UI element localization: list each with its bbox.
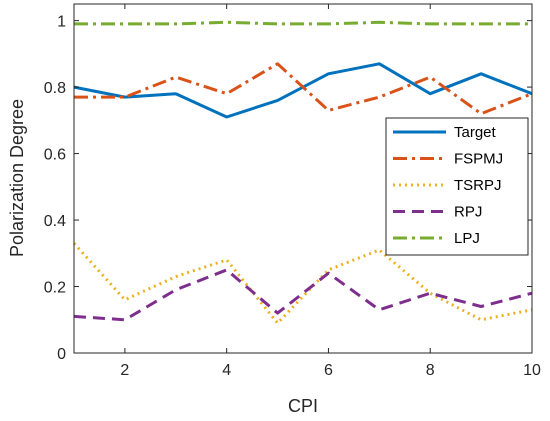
series-line-rpj xyxy=(73,268,533,322)
x-tick-label: 6 xyxy=(324,362,333,379)
y-axis-title: Polarization Degree xyxy=(7,99,27,257)
x-tick-label: 4 xyxy=(222,362,231,379)
y-tick-label: 0.2 xyxy=(44,280,66,297)
x-tick-label: 10 xyxy=(523,362,541,379)
legend-label-target: Target xyxy=(454,124,497,141)
tick-layer: 2 4 6 8 10 0 0.2 0.4 0.6 0.8 1 xyxy=(44,4,541,379)
legend-label-rpj: RPJ xyxy=(454,204,482,221)
x-tick-label: 2 xyxy=(120,362,129,379)
y-tick-label: 0.6 xyxy=(44,147,66,164)
x-axis-title: CPI xyxy=(288,396,318,416)
legend-label-fspmj: FSPMJ xyxy=(454,151,503,168)
legend: Target FSPMJ TSRPJ RPJ LPJ xyxy=(385,117,529,256)
series-line-fspmj xyxy=(74,62,533,116)
plot-frame xyxy=(73,3,533,354)
y-tick-label: 0 xyxy=(57,346,66,363)
legend-box xyxy=(385,117,529,256)
y-tick-label: 1 xyxy=(57,14,66,31)
series-layer xyxy=(72,20,533,325)
series-line-lpj xyxy=(74,20,532,26)
x-tick-label: 8 xyxy=(426,362,435,379)
y-tick-label: 0.8 xyxy=(44,80,66,97)
legend-label-lpj: LPJ xyxy=(454,230,480,247)
y-tick-label: 0.4 xyxy=(44,213,66,230)
legend-label-tsrpj: TSRPJ xyxy=(454,177,502,194)
